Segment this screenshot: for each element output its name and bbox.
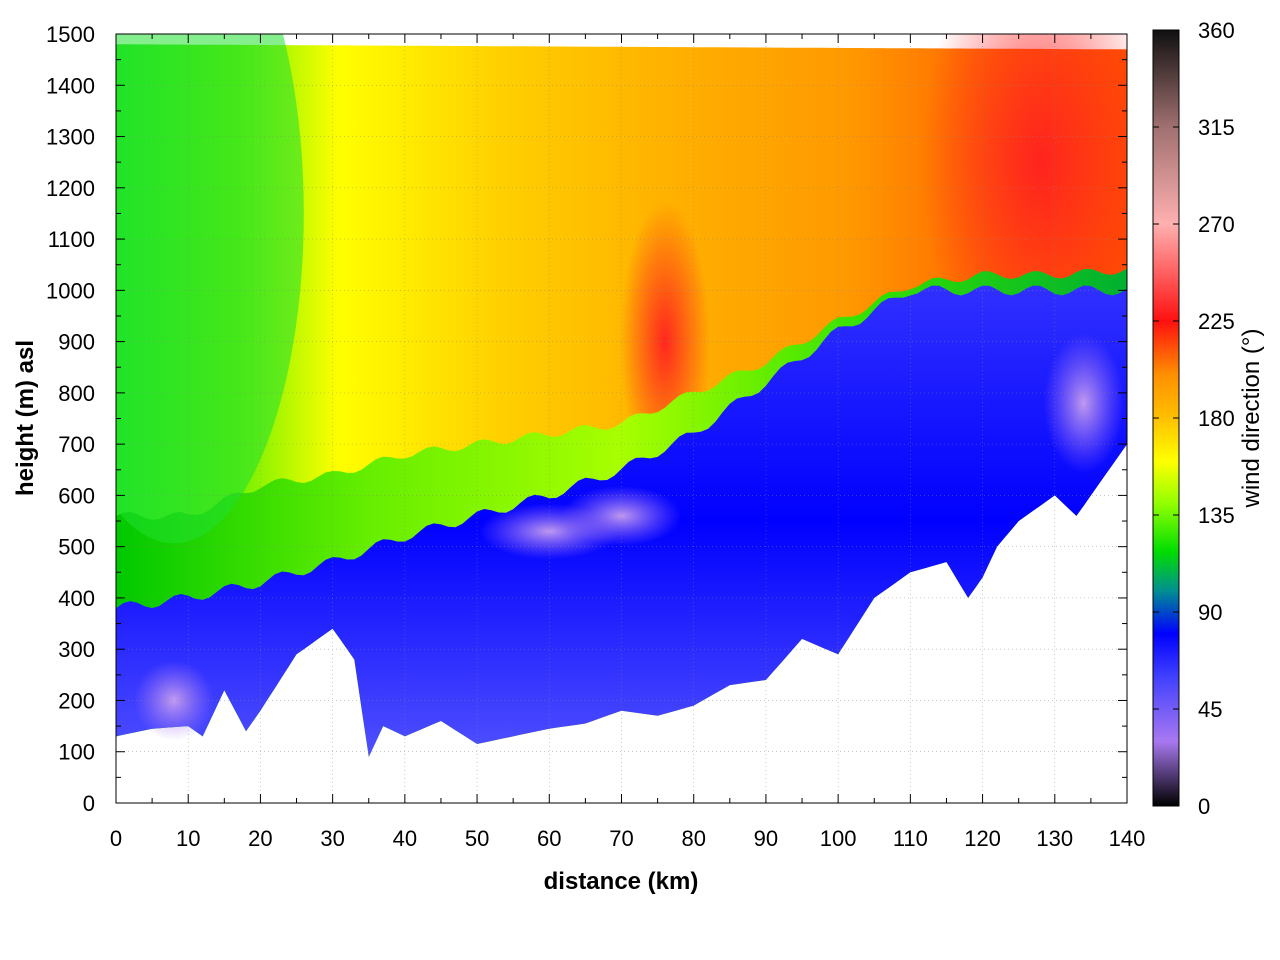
y-axis: 0 100 200 300 400 500 600 700 800 900 1000 1100 1200… — [46, 22, 1127, 816]
x-tick-label: 100 — [820, 826, 857, 851]
y-tick-label: 700 — [58, 432, 95, 457]
x-tick-label: 80 — [681, 826, 705, 851]
colorbar-tick-label: 0 — [1198, 794, 1210, 819]
x-tick-label: 130 — [1036, 826, 1073, 851]
y-tick-label: 1100 — [48, 227, 95, 252]
colorbar-tick-label: 45 — [1198, 697, 1222, 722]
x-tick-label: 0 — [110, 826, 122, 851]
colorbar-title: wind direction (°) — [1238, 329, 1265, 509]
x-tick-label: 70 — [609, 826, 633, 851]
x-tick-label: 30 — [320, 826, 344, 851]
y-tick-label: 300 — [58, 637, 95, 662]
y-tick-label: 900 — [58, 330, 95, 355]
x-tick-label: 120 — [964, 826, 1001, 851]
veering-patch — [133, 660, 214, 741]
colorbar-tick-label: 315 — [1198, 115, 1235, 140]
colorbar-tick-label: 180 — [1198, 406, 1235, 431]
x-tick-label: 20 — [248, 826, 272, 851]
veering-patch — [1043, 333, 1124, 474]
y-tick-label: 1000 — [46, 278, 95, 303]
colorbar-tick-label: 270 — [1198, 212, 1235, 237]
colorbar-tick-label: 90 — [1198, 600, 1222, 625]
x-tick-label: 110 — [893, 826, 928, 851]
x-tick-label: 60 — [537, 826, 561, 851]
y-tick-label: 0 — [83, 791, 95, 816]
wind-field — [116, 34, 1127, 757]
x-tick-label: 10 — [176, 826, 200, 851]
y-axis-title: height (m) asl — [12, 340, 39, 496]
y-tick-label: 1200 — [46, 176, 95, 201]
y-tick-label: 1400 — [46, 73, 95, 98]
y-tick-label: 800 — [58, 381, 95, 406]
y-tick-label: 1300 — [46, 125, 95, 150]
colorbar-tick-label: 225 — [1198, 309, 1235, 334]
northerly-upper-region — [116, 34, 304, 544]
x-tick-label: 90 — [754, 826, 778, 851]
colorbar-tick-label: 360 — [1198, 18, 1235, 43]
x-axis: 0 10 20 30 40 50 60 70 80 90 100 110 120 130 140 — [110, 34, 1145, 851]
x-tick-label: 50 — [465, 826, 489, 851]
veering-patch — [479, 503, 620, 560]
y-tick-label: 1500 — [46, 22, 95, 47]
y-tick-label: 600 — [58, 483, 95, 508]
x-axis-title: distance (km) — [544, 868, 699, 895]
y-tick-label: 400 — [58, 586, 95, 611]
x-tick-label: 140 — [1109, 826, 1146, 851]
colorbar-ticks: 0 45 90 135 180 225 270 315 360 — [1153, 18, 1235, 819]
y-tick-label: 100 — [58, 740, 95, 765]
y-tick-label: 500 — [58, 535, 95, 560]
colorbar-tick-label: 135 — [1198, 503, 1235, 528]
y-tick-label: 200 — [58, 688, 95, 713]
x-tick-label: 40 — [393, 826, 417, 851]
